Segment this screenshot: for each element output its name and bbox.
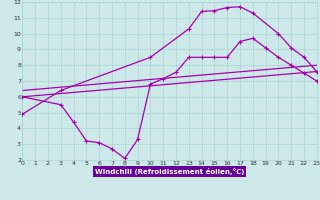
X-axis label: Windchill (Refroidissement éolien,°C): Windchill (Refroidissement éolien,°C) — [95, 168, 244, 175]
